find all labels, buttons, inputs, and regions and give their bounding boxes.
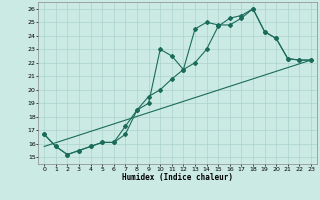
X-axis label: Humidex (Indice chaleur): Humidex (Indice chaleur)	[122, 173, 233, 182]
